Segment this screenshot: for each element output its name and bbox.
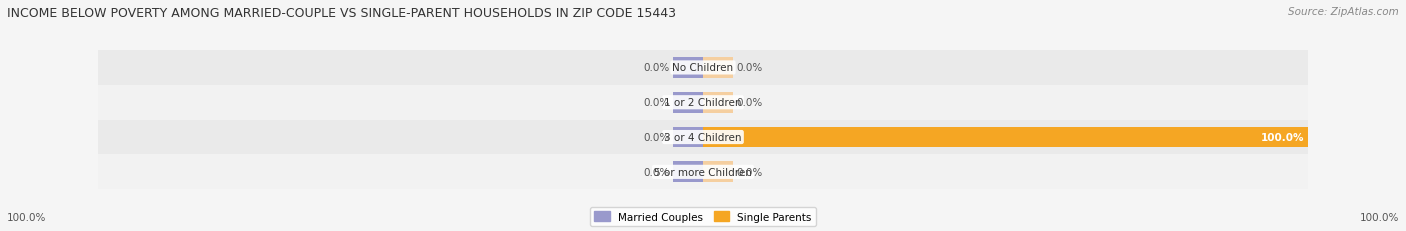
Text: No Children: No Children xyxy=(672,63,734,73)
Bar xyxy=(703,127,1308,148)
Bar xyxy=(98,85,1308,120)
Text: Source: ZipAtlas.com: Source: ZipAtlas.com xyxy=(1288,7,1399,17)
Text: INCOME BELOW POVERTY AMONG MARRIED-COUPLE VS SINGLE-PARENT HOUSEHOLDS IN ZIP COD: INCOME BELOW POVERTY AMONG MARRIED-COUPL… xyxy=(7,7,676,20)
Bar xyxy=(672,92,703,113)
Text: 0.0%: 0.0% xyxy=(644,132,669,143)
Text: 0.0%: 0.0% xyxy=(644,167,669,177)
Bar xyxy=(672,162,703,182)
Bar xyxy=(672,127,703,148)
Text: 3 or 4 Children: 3 or 4 Children xyxy=(664,132,742,143)
Text: 0.0%: 0.0% xyxy=(737,63,762,73)
Legend: Married Couples, Single Parents: Married Couples, Single Parents xyxy=(591,207,815,226)
Bar xyxy=(672,58,703,79)
Bar xyxy=(703,92,734,113)
Text: 0.0%: 0.0% xyxy=(737,167,762,177)
Text: 0.0%: 0.0% xyxy=(737,98,762,108)
Text: 1 or 2 Children: 1 or 2 Children xyxy=(664,98,742,108)
Bar xyxy=(98,155,1308,189)
Bar xyxy=(703,162,734,182)
Text: 100.0%: 100.0% xyxy=(7,212,46,222)
Bar xyxy=(98,51,1308,85)
Bar xyxy=(98,120,1308,155)
Text: 5 or more Children: 5 or more Children xyxy=(654,167,752,177)
Text: 100.0%: 100.0% xyxy=(1360,212,1399,222)
Text: 100.0%: 100.0% xyxy=(1261,132,1305,143)
Text: 0.0%: 0.0% xyxy=(644,63,669,73)
Bar xyxy=(703,58,734,79)
Text: 0.0%: 0.0% xyxy=(644,98,669,108)
